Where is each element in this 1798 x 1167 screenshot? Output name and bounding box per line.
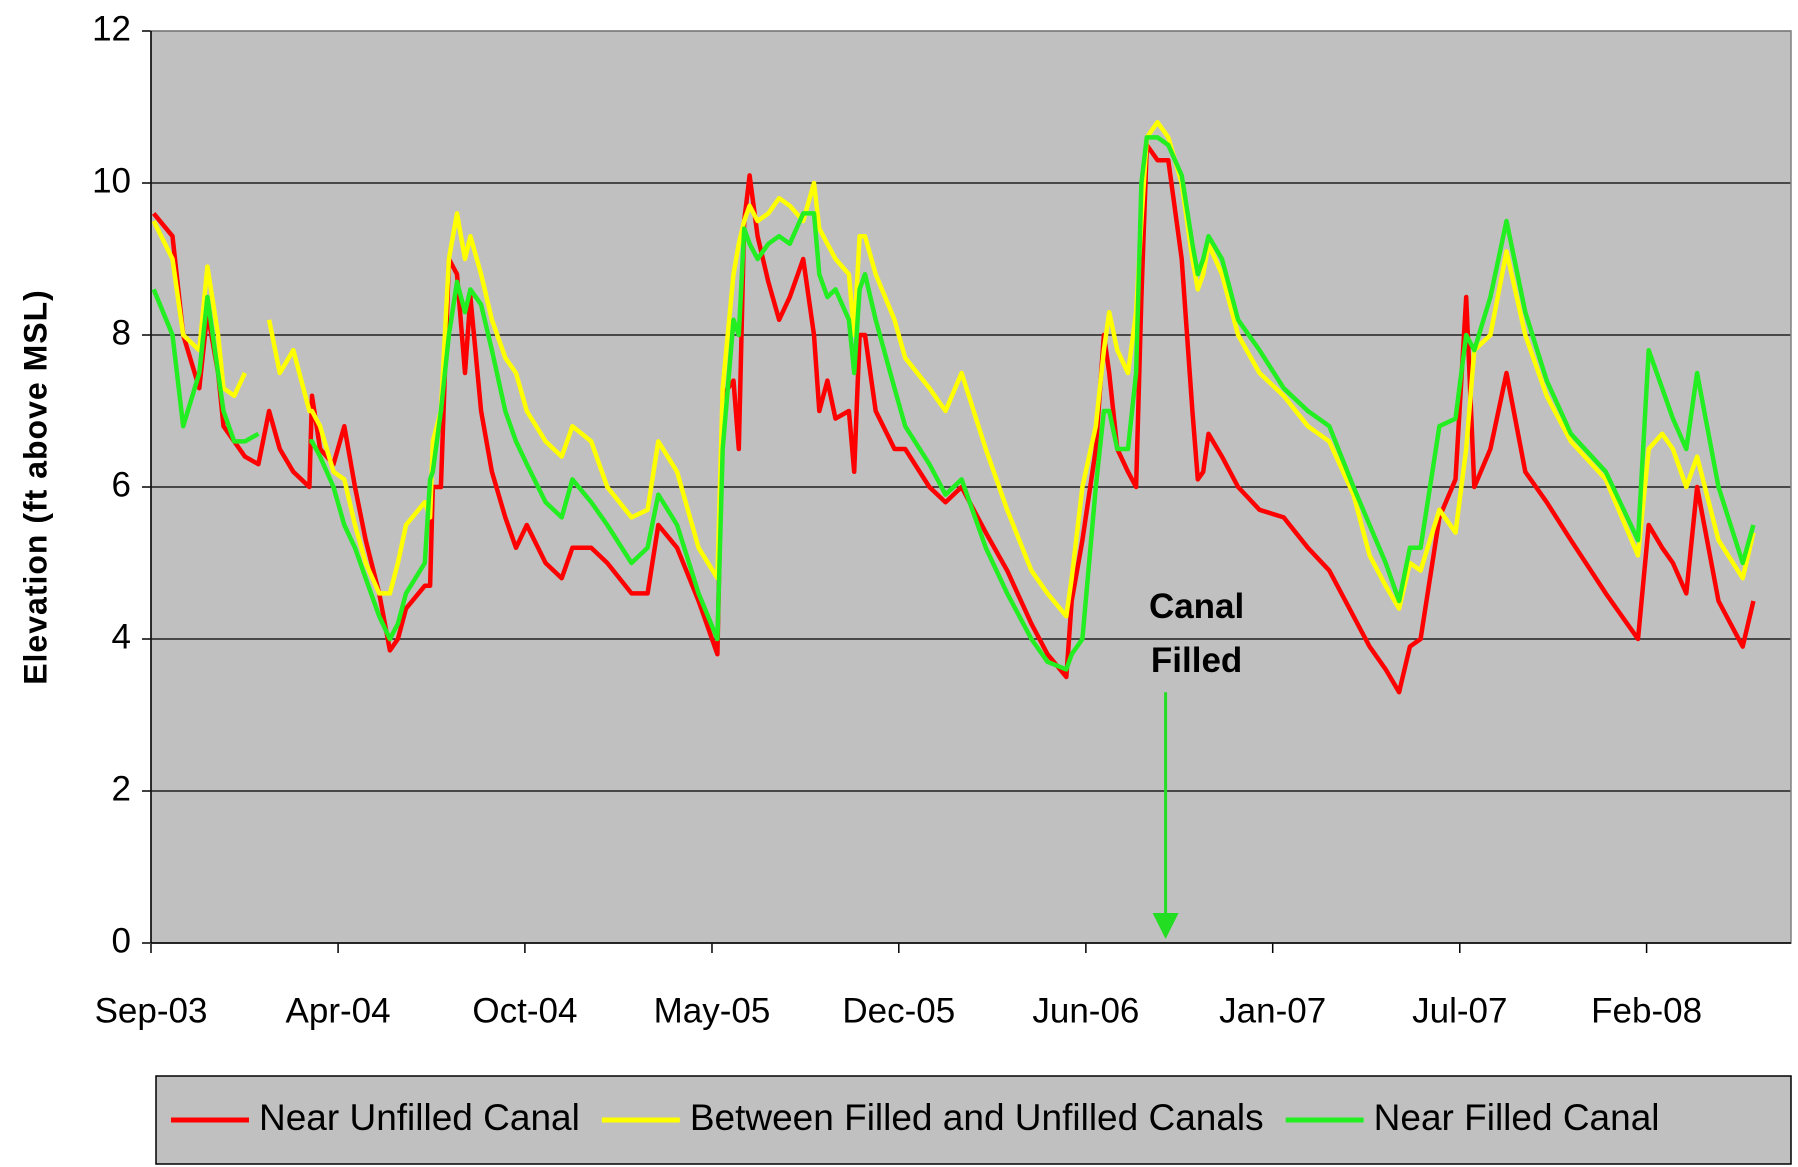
legend-label: Near Filled Canal [1374, 1097, 1660, 1138]
y-tick-label: 0 [112, 921, 131, 960]
annotation-text: Canal [1149, 587, 1244, 626]
x-tick-label: Jul-07 [1412, 991, 1507, 1030]
annotation-arrowhead [1152, 913, 1179, 939]
x-tick-label: Feb-08 [1591, 991, 1702, 1030]
legend-label: Near Unfilled Canal [259, 1097, 580, 1138]
series-line [151, 135, 1756, 672]
y-tick-label: 10 [92, 161, 131, 200]
legend-box [155, 1075, 1792, 1165]
x-tick-label: Jun-06 [1032, 991, 1139, 1030]
y-tick-label: 2 [112, 769, 131, 808]
y-axis-title: Elevation (ft above MSL) [17, 289, 53, 685]
series-line [151, 119, 1756, 619]
y-tick-label: 8 [112, 313, 131, 352]
legend-label: Between Filled and Unfilled Canals [690, 1097, 1264, 1138]
y-tick-label: 4 [112, 617, 131, 656]
x-tick-label: Oct-04 [472, 991, 577, 1030]
x-tick-label: Sep-03 [95, 991, 208, 1030]
x-tick-label: Dec-05 [842, 991, 955, 1030]
annotation-text: Filled [1151, 641, 1242, 680]
x-tick-label: Apr-04 [286, 991, 391, 1030]
x-tick-label: Jan-07 [1219, 991, 1326, 1030]
x-tick-label: May-05 [654, 991, 771, 1030]
y-tick-label: 6 [112, 465, 131, 504]
y-tick-label: 12 [92, 9, 131, 48]
